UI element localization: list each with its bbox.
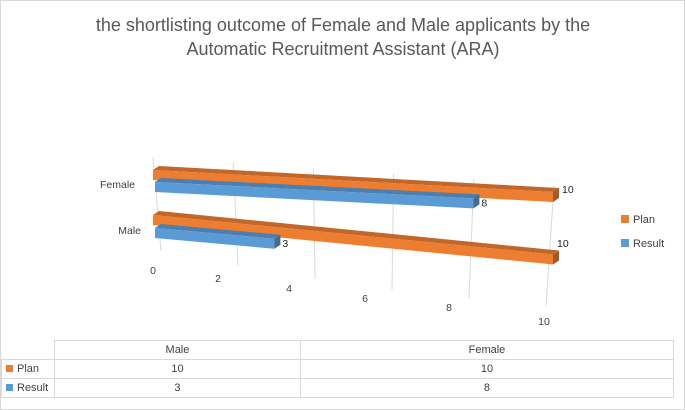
gridline [545,184,555,307]
x-tick-label: 2 [215,273,221,285]
data-table-col-male: Male [54,340,301,360]
legend-key-plan [6,365,13,372]
series-name: Result [17,382,49,394]
data-table-col-female: Female [299,340,675,360]
data-table-cell: 3 [54,378,301,398]
bar-result-female [155,182,474,209]
data-table-header: Male Female [1,340,675,360]
x-tick-label: 4 [286,283,292,295]
bar-result-male [155,228,275,249]
x-tick-label: 6 [362,293,368,305]
category-label-male: Male [118,225,141,237]
data-table-row: Plan 10 10 [1,359,675,379]
x-tick-label: 0 [150,265,156,277]
legend-key-plan [621,215,629,223]
bar-result-female-top [155,178,480,199]
legend-key-result [621,239,629,247]
series-name: Plan [17,363,40,375]
category-label-female: Female [100,179,135,191]
data-label: 8 [481,197,487,209]
data-table-row-header: Result [1,378,55,398]
x-tick-label: 10 [538,316,550,328]
bar-plan-male-top [153,211,559,255]
data-label: 3 [282,238,288,250]
x-tick-label: 8 [446,302,452,314]
bar-plan-male [153,215,553,265]
data-table-corner [1,340,55,360]
data-table-cell: 8 [299,378,675,398]
data-table-cell: 10 [54,359,301,379]
chart-plot: the shortlisting outcome of Female and M… [96,15,664,328]
bar-plan-male-end [553,250,559,265]
chart-title-line: the shortlisting outcome of Female and M… [96,15,590,35]
legend-entry-plan: Plan [633,214,655,226]
data-label: 10 [557,238,569,250]
data-table-row: Result 3 8 [1,378,675,398]
bar-result-male-end [274,234,281,249]
data-table-cell: 10 [299,359,675,379]
bar-result-female-end [473,194,480,209]
bar-result-male-top [155,224,281,239]
bar-plan-female-end [553,188,559,202]
legend-entry-result: Result [633,238,664,250]
data-label: 10 [562,184,574,196]
chart-title-line: Automatic Recruitment Assistant (ARA) [186,39,499,59]
data-table-row-header: Plan [1,359,55,379]
bar-plan-female-top [153,166,559,192]
data-table: Male Female Plan 10 10 Result 3 8 [1,340,675,398]
legend-key-result [6,384,13,391]
